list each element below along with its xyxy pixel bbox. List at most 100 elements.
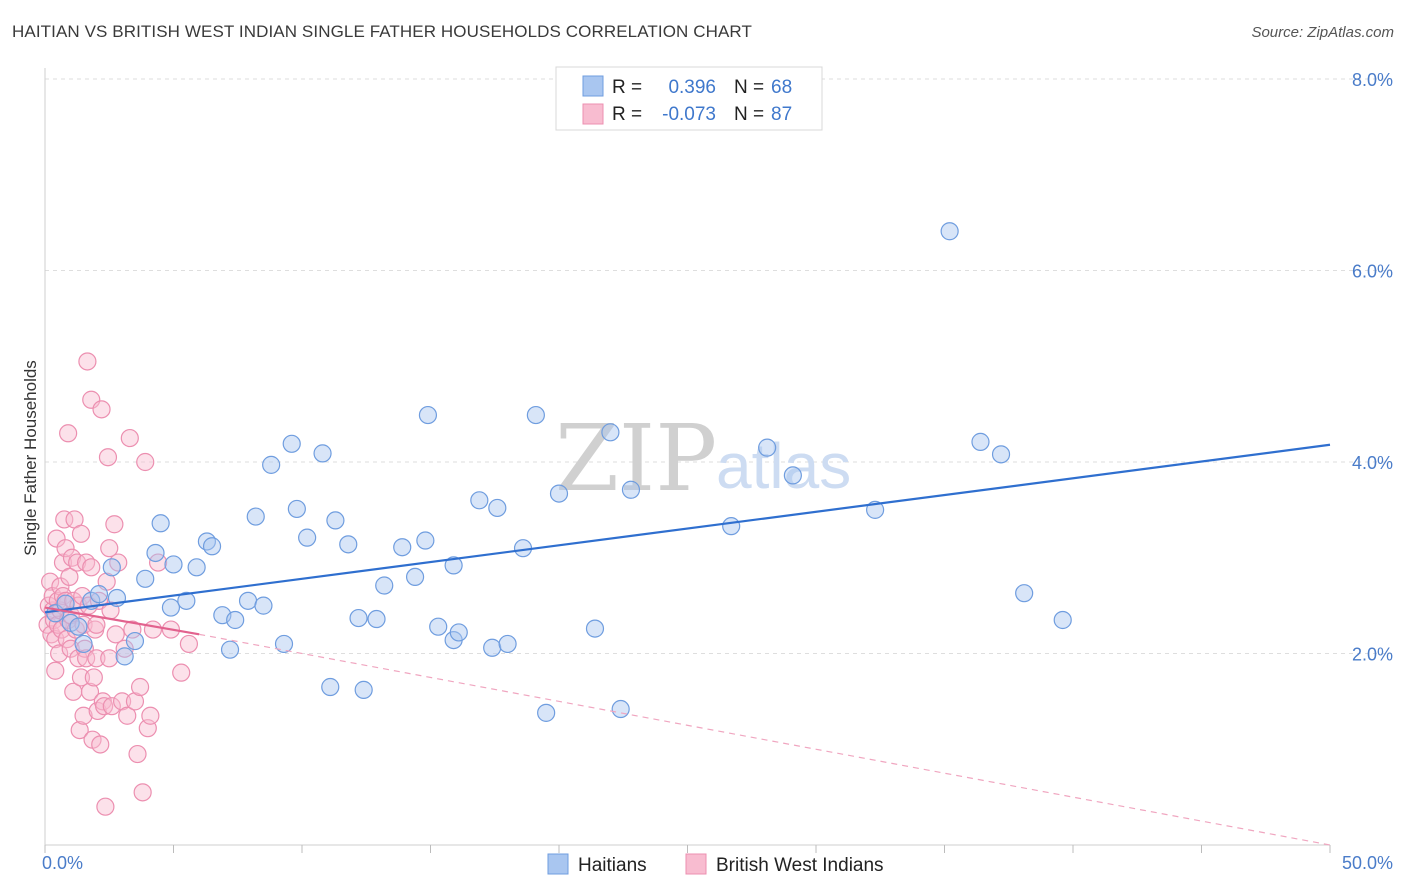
data-point: [274, 634, 294, 654]
chart-title: HAITIAN VS BRITISH WEST INDIAN SINGLE FA…: [12, 22, 752, 41]
legend-swatch-haitians: [582, 75, 604, 97]
data-point: [125, 631, 145, 651]
data-point: [100, 649, 119, 668]
data-point: [783, 466, 802, 485]
legend-r-value-2: -0.073: [662, 104, 716, 125]
data-point: [84, 668, 103, 687]
data-point: [80, 682, 100, 701]
watermark-atlas: atlas: [716, 430, 851, 502]
data-point: [143, 620, 163, 639]
data-point: [118, 706, 137, 725]
data-point: [77, 649, 96, 668]
data-point: [82, 558, 101, 577]
data-point: [41, 572, 60, 591]
data-point: [601, 423, 620, 442]
data-point: [87, 649, 106, 668]
data-point: [483, 638, 502, 657]
legend-swatch-british-west-indians: [582, 103, 604, 125]
legend-r-label-2: R =: [612, 104, 642, 125]
series-layer: [38, 222, 1072, 816]
data-point: [282, 434, 301, 453]
data-point: [136, 452, 155, 472]
data-point: [177, 591, 196, 610]
trendline-extension-british-west-indians: [199, 633, 1331, 846]
data-point: [498, 634, 517, 654]
data-point: [367, 609, 386, 629]
data-point: [621, 480, 641, 499]
data-point: [488, 498, 507, 518]
bottom-legend-haitians: Haitians: [578, 855, 647, 876]
legend-n-value-1: 68: [771, 77, 792, 98]
watermark-zip: ZIP: [555, 405, 717, 512]
data-point: [100, 539, 119, 558]
data-point: [130, 677, 150, 697]
data-point: [91, 735, 110, 754]
legend-n-value-2: 87: [771, 104, 792, 125]
data-point: [549, 484, 569, 503]
data-point: [393, 538, 412, 557]
data-point: [87, 615, 106, 634]
data-point: [418, 405, 438, 425]
data-point: [429, 617, 448, 636]
data-point: [179, 634, 199, 654]
data-point: [133, 783, 152, 802]
data-point: [125, 692, 145, 711]
source-attribution: Source: ZipAtlas.com: [1251, 24, 1394, 41]
data-point: [151, 514, 170, 533]
x-tick-label-max: 50.0%: [1342, 853, 1393, 873]
data-point: [1015, 584, 1034, 603]
data-point: [136, 569, 155, 588]
y-tick-label: 6.0%: [1352, 262, 1393, 282]
series-british-west-indians: [38, 352, 199, 816]
data-point: [60, 567, 79, 587]
data-point: [123, 620, 142, 639]
data-point: [164, 555, 183, 574]
data-point: [120, 428, 139, 448]
data-point: [141, 706, 160, 725]
data-point: [96, 797, 115, 816]
data-point: [226, 610, 245, 630]
bottom-legend-swatch-british-west-indians: [685, 853, 707, 875]
data-point: [537, 703, 556, 722]
correlation-legend: R = 0.396 N = 68 R = -0.073 N = 87: [555, 66, 823, 131]
legend-n-label-1: N =: [734, 77, 764, 98]
data-point: [722, 517, 741, 536]
data-point: [89, 585, 109, 604]
data-point: [254, 596, 273, 615]
data-point: [526, 405, 545, 425]
data-point: [69, 649, 88, 668]
watermark: ZIP atlas: [555, 405, 851, 512]
data-point: [102, 558, 121, 577]
data-point: [375, 576, 394, 595]
bottom-legend-swatch-haitians: [547, 853, 569, 875]
data-point: [220, 640, 240, 659]
legend-r-label-1: R =: [612, 77, 642, 98]
series-haitians: [46, 222, 1072, 722]
data-point: [56, 539, 75, 558]
data-point: [238, 591, 258, 610]
data-point: [326, 511, 345, 530]
y-tick-label: 2.0%: [1352, 645, 1393, 665]
data-point: [405, 567, 425, 587]
bottom-legend-british-west-indians: British West Indians: [716, 855, 884, 876]
data-point: [115, 639, 134, 658]
data-point: [1053, 610, 1072, 630]
data-point: [262, 455, 281, 474]
data-point: [59, 424, 78, 443]
series-legend: Haitians British West Indians: [547, 853, 884, 876]
data-point: [470, 491, 489, 510]
data-point: [758, 438, 777, 457]
data-point: [71, 668, 91, 687]
data-point: [92, 400, 111, 419]
data-point: [172, 663, 191, 682]
data-point: [971, 432, 990, 451]
data-point: [74, 634, 93, 654]
data-point: [102, 697, 121, 716]
data-point: [106, 625, 125, 644]
legend-r-value-1: 0.396: [668, 77, 716, 98]
data-point: [349, 608, 368, 628]
x-tick-label-min: 0.0%: [42, 853, 83, 873]
data-point: [246, 507, 265, 526]
data-point: [74, 706, 93, 725]
